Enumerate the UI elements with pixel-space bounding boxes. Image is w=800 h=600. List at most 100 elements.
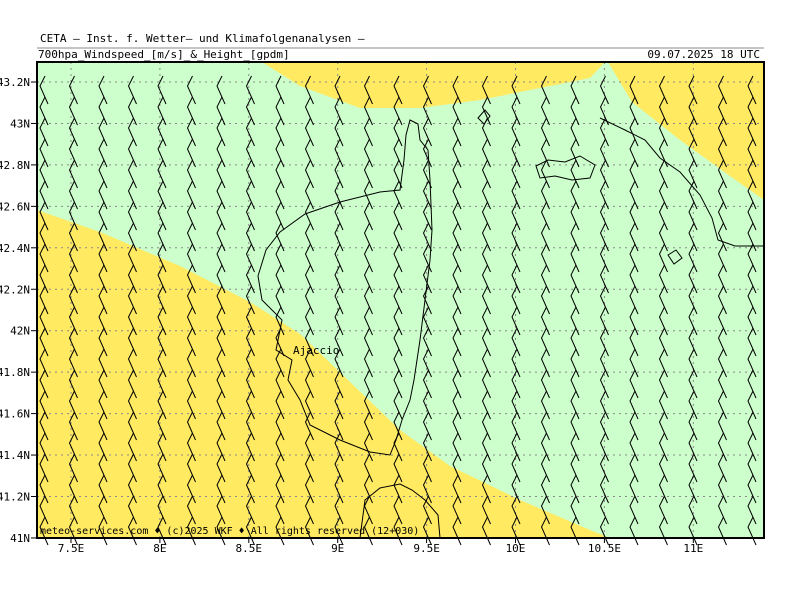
wind-barb [245, 138, 255, 168]
wind-barb [599, 432, 609, 462]
wind-barb [186, 117, 196, 147]
wind-barb [570, 495, 580, 525]
lat-label: 43.2N [0, 76, 30, 89]
wind-barb [599, 222, 609, 252]
wind-barb [452, 411, 462, 441]
wind-barb [511, 411, 521, 441]
wind-barb [658, 96, 668, 126]
wind-barb [245, 285, 255, 315]
wind-barb [688, 411, 698, 441]
wind-barb [245, 390, 255, 420]
wind-barb [334, 474, 344, 504]
wind-barb [275, 180, 285, 210]
wind-barb [304, 159, 314, 189]
wind-barb [127, 495, 137, 525]
wind-barb [98, 264, 108, 294]
wind-barb [393, 222, 403, 252]
wind-barb [363, 138, 373, 168]
wind-barb [599, 327, 609, 357]
wind-barb [688, 348, 698, 378]
wind-barb [481, 75, 491, 105]
islet [477, 109, 491, 125]
lat-label: 41.8N [0, 366, 30, 379]
lon-label: 8.5E [236, 542, 263, 555]
wind-barb [245, 222, 255, 252]
wind-barb [717, 264, 727, 294]
wind-barb [422, 327, 432, 357]
wind-barb [629, 327, 639, 357]
wind-barb [688, 327, 698, 357]
wind-barb [68, 348, 78, 378]
wind-barb [216, 306, 226, 336]
wind-barb [157, 264, 167, 294]
wind-barb [363, 285, 373, 315]
wind-barb [393, 75, 403, 105]
wind-barb [540, 348, 550, 378]
wind-barb [629, 201, 639, 231]
wind-barb [747, 180, 757, 210]
wind-barb [186, 180, 196, 210]
wind-barb [127, 411, 137, 441]
wind-barb [629, 75, 639, 105]
wind-barb [629, 390, 639, 420]
wind-barb [629, 222, 639, 252]
wind-barb [363, 264, 373, 294]
wind-barb [393, 96, 403, 126]
wind-barb [39, 432, 49, 462]
wind-barb [570, 117, 580, 147]
wind-barb [511, 222, 521, 252]
wind-barb [245, 474, 255, 504]
wind-barb [658, 453, 668, 483]
wind-barb [186, 369, 196, 399]
wind-barb [363, 180, 373, 210]
wind-barb [39, 264, 49, 294]
wind-barb [688, 243, 698, 273]
wind-barbs [39, 75, 757, 546]
wind-barb [481, 390, 491, 420]
wind-barb [452, 390, 462, 420]
wind-barb [245, 306, 255, 336]
wind-barb [717, 411, 727, 441]
wind-barb [599, 285, 609, 315]
wind-barb [275, 159, 285, 189]
wind-barb [127, 75, 137, 105]
wind-barb [245, 117, 255, 147]
wind-barb [599, 75, 609, 105]
wind-barb [717, 159, 727, 189]
wind-barb [688, 96, 698, 126]
wind-barb [481, 180, 491, 210]
wind-barb [481, 369, 491, 399]
wind-barb [68, 75, 78, 105]
wind-barb [717, 96, 727, 126]
wind-barb [304, 243, 314, 273]
wind-barb [481, 348, 491, 378]
wind-barb [68, 390, 78, 420]
wind-barb [127, 264, 137, 294]
wind-barb [481, 306, 491, 336]
wind-barb [540, 411, 550, 441]
wind-barb [39, 180, 49, 210]
wind-barb [599, 495, 609, 525]
wind-barb [452, 243, 462, 273]
wind-barb [688, 75, 698, 105]
wind-barb [422, 222, 432, 252]
wind-barb [570, 432, 580, 462]
wind-barb [216, 159, 226, 189]
wind-barb [157, 390, 167, 420]
wind-barb [658, 495, 668, 525]
wind-barb [540, 159, 550, 189]
wind-barb [658, 159, 668, 189]
wind-barb [304, 264, 314, 294]
wind-barb [127, 285, 137, 315]
wind-barb [511, 201, 521, 231]
wind-barb [157, 243, 167, 273]
lat-label: 42.6N [0, 200, 30, 213]
wind-barb [39, 495, 49, 525]
wind-barb [747, 390, 757, 420]
wind-barb [511, 348, 521, 378]
wind-barb [275, 243, 285, 273]
wind-barb [688, 117, 698, 147]
wind-barb [629, 474, 639, 504]
wind-barb [363, 201, 373, 231]
wind-barb [39, 348, 49, 378]
